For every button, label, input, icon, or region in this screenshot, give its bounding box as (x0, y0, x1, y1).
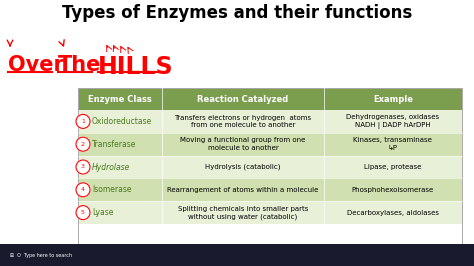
Bar (0, 244, 474, 266)
Text: Decarboxylases, aldolases: Decarboxylases, aldolases (347, 210, 439, 216)
Text: HILLS: HILLS (98, 55, 173, 79)
Text: 1: 1 (81, 119, 85, 124)
Bar (78, 88, 462, 110)
Bar (78, 88, 462, 246)
Text: Example: Example (373, 94, 413, 103)
Circle shape (76, 206, 90, 220)
Text: Hydrolysis (catabolic): Hydrolysis (catabolic) (205, 164, 281, 170)
Text: Dehydrogenases, oxidases
NADH | DADP hArDPH: Dehydrogenases, oxidases NADH | DADP hAr… (346, 114, 439, 129)
Bar (78, 178, 462, 201)
Text: Rearrangement of atoms within a molecule: Rearrangement of atoms within a molecule (167, 187, 319, 193)
Text: Lyase: Lyase (92, 208, 113, 217)
Text: 5: 5 (81, 210, 85, 215)
Circle shape (76, 137, 90, 151)
Text: 4: 4 (81, 187, 85, 192)
Circle shape (76, 114, 90, 128)
Text: Reaction Catalyzed: Reaction Catalyzed (198, 94, 289, 103)
Text: Enzyme Class: Enzyme Class (88, 94, 152, 103)
Bar (78, 156, 462, 178)
Text: The: The (58, 55, 101, 75)
Text: Moving a functional group from one
molecule to another: Moving a functional group from one molec… (181, 138, 306, 151)
Text: ⊞  O  Type here to search: ⊞ O Type here to search (10, 252, 72, 257)
Text: 2: 2 (81, 142, 85, 147)
Text: Phosphohexoisomerase: Phosphohexoisomerase (352, 187, 434, 193)
Text: Transferase: Transferase (92, 140, 137, 149)
Text: Over: Over (8, 55, 64, 75)
Text: 3: 3 (81, 164, 85, 169)
Text: Isomerase: Isomerase (92, 185, 131, 194)
Text: Transfers electrons or hydrogen  atoms
from one molecule to another: Transfers electrons or hydrogen atoms fr… (174, 115, 312, 128)
Circle shape (76, 183, 90, 197)
Bar (78, 110, 462, 133)
Text: Kinases, transaminase
↳P: Kinases, transaminase ↳P (354, 138, 432, 151)
Bar (78, 133, 462, 156)
Text: Oxidoreductase: Oxidoreductase (92, 117, 152, 126)
Text: Splitting chemicals into smaller parts
without using water (catabolic): Splitting chemicals into smaller parts w… (178, 206, 308, 220)
Text: Lipase, protease: Lipase, protease (364, 164, 421, 170)
Text: Types of Enzymes and their functions: Types of Enzymes and their functions (62, 4, 412, 22)
Text: Hydrolase: Hydrolase (92, 163, 130, 172)
Circle shape (76, 160, 90, 174)
Bar (78, 201, 462, 224)
